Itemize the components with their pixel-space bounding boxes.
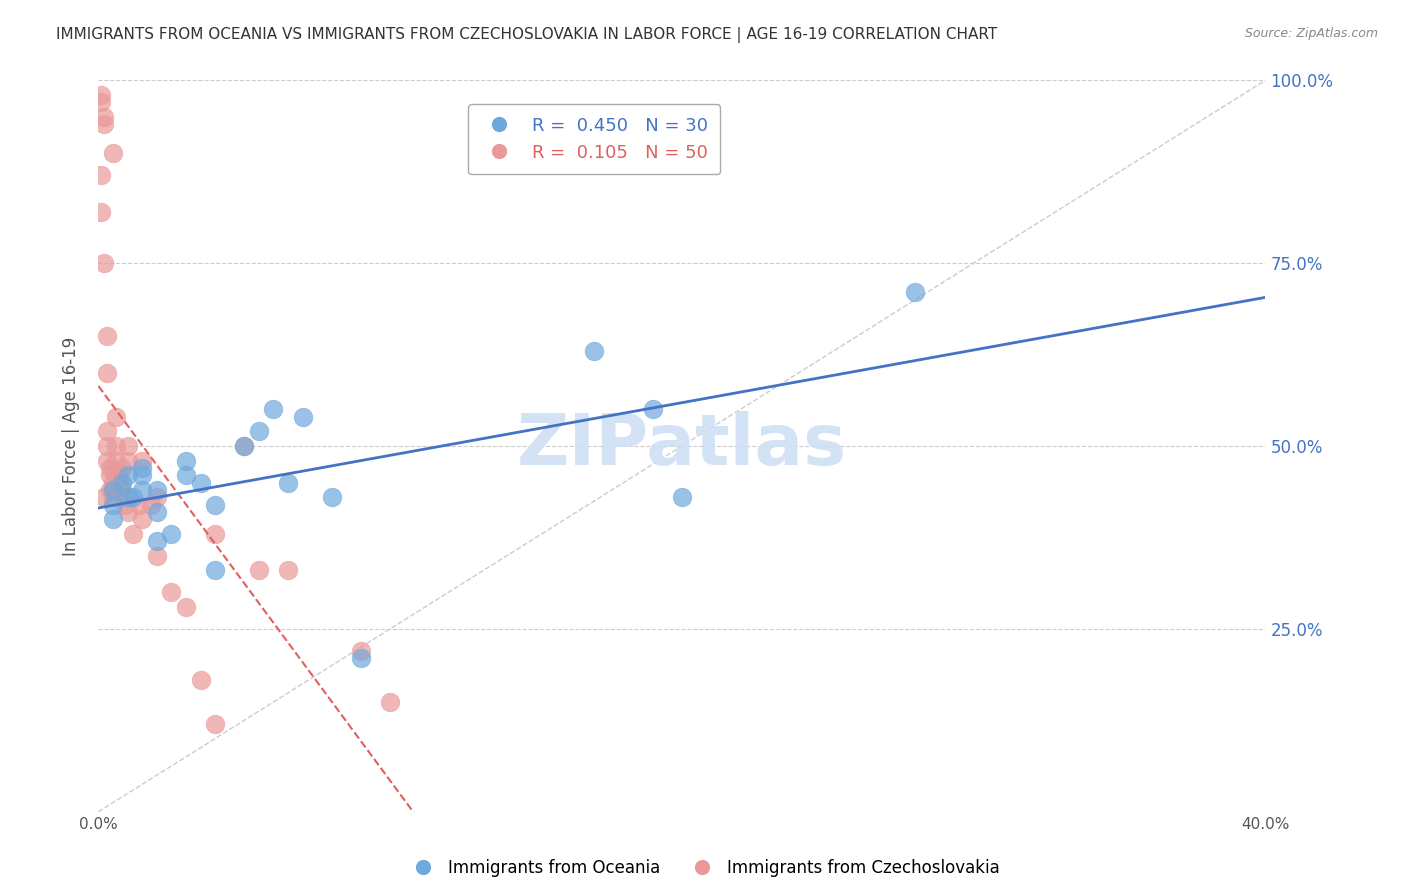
Point xyxy=(204,717,226,731)
Point xyxy=(101,512,124,526)
Point xyxy=(128,498,150,512)
Point xyxy=(111,475,134,490)
Point xyxy=(122,526,145,541)
Point xyxy=(247,425,270,439)
Point xyxy=(146,505,169,519)
Point xyxy=(904,285,927,300)
Point xyxy=(277,475,299,490)
Point xyxy=(90,169,112,183)
Point xyxy=(101,498,124,512)
Point xyxy=(104,468,127,483)
Point xyxy=(90,95,112,110)
Point xyxy=(190,673,212,687)
Point xyxy=(146,549,169,563)
Point xyxy=(146,483,169,497)
Point xyxy=(146,490,169,504)
Point xyxy=(131,512,153,526)
Point xyxy=(131,461,153,475)
Point xyxy=(96,329,118,343)
Point xyxy=(160,585,183,599)
Point xyxy=(98,461,121,475)
Point xyxy=(93,256,115,270)
Point xyxy=(321,490,343,504)
Point xyxy=(160,526,183,541)
Point xyxy=(90,205,112,219)
Point xyxy=(101,475,124,490)
Point xyxy=(146,534,169,549)
Point xyxy=(101,146,124,161)
Point xyxy=(104,439,127,453)
Point xyxy=(291,409,314,424)
Point xyxy=(131,453,153,467)
Point xyxy=(101,483,124,497)
Point xyxy=(583,343,606,358)
Text: Source: ZipAtlas.com: Source: ZipAtlas.com xyxy=(1244,27,1378,40)
Point xyxy=(114,498,136,512)
Point xyxy=(277,563,299,577)
Point xyxy=(93,117,115,131)
Point xyxy=(101,483,124,497)
Point xyxy=(117,439,139,453)
Y-axis label: In Labor Force | Age 16-19: In Labor Force | Age 16-19 xyxy=(62,336,80,556)
Point xyxy=(96,366,118,380)
Point xyxy=(96,425,118,439)
Point xyxy=(247,563,270,577)
Legend: Immigrants from Oceania, Immigrants from Czechoslovakia: Immigrants from Oceania, Immigrants from… xyxy=(399,853,1007,884)
Point xyxy=(101,490,124,504)
Legend: R =  0.450   N = 30, R =  0.105   N = 50: R = 0.450 N = 30, R = 0.105 N = 50 xyxy=(468,104,720,174)
Point xyxy=(262,402,284,417)
Point xyxy=(131,483,153,497)
Point xyxy=(204,498,226,512)
Point xyxy=(204,563,226,577)
Point xyxy=(111,490,134,504)
Point xyxy=(122,490,145,504)
Point xyxy=(111,461,134,475)
Point xyxy=(380,695,402,709)
Point xyxy=(104,409,127,424)
Point xyxy=(233,439,256,453)
Point xyxy=(174,468,197,483)
Text: ZIPatlas: ZIPatlas xyxy=(517,411,846,481)
Point xyxy=(131,468,153,483)
Text: IMMIGRANTS FROM OCEANIA VS IMMIGRANTS FROM CZECHOSLOVAKIA IN LABOR FORCE | AGE 1: IMMIGRANTS FROM OCEANIA VS IMMIGRANTS FR… xyxy=(56,27,997,43)
Point xyxy=(104,453,127,467)
Point xyxy=(90,87,112,102)
Point xyxy=(350,644,373,658)
Point xyxy=(174,453,197,467)
Point xyxy=(117,505,139,519)
Point xyxy=(671,490,693,504)
Point xyxy=(93,490,115,504)
Point xyxy=(111,483,134,497)
Point xyxy=(96,453,118,467)
Point xyxy=(98,483,121,497)
Point xyxy=(96,439,118,453)
Point xyxy=(641,402,664,417)
Point xyxy=(98,468,121,483)
Point xyxy=(93,110,115,124)
Point xyxy=(233,439,256,453)
Point xyxy=(350,651,373,665)
Point xyxy=(117,468,139,483)
Point xyxy=(117,490,139,504)
Point xyxy=(117,453,139,467)
Point xyxy=(204,526,226,541)
Point xyxy=(108,468,131,483)
Point xyxy=(190,475,212,490)
Point xyxy=(108,475,131,490)
Point xyxy=(139,498,162,512)
Point xyxy=(174,599,197,614)
